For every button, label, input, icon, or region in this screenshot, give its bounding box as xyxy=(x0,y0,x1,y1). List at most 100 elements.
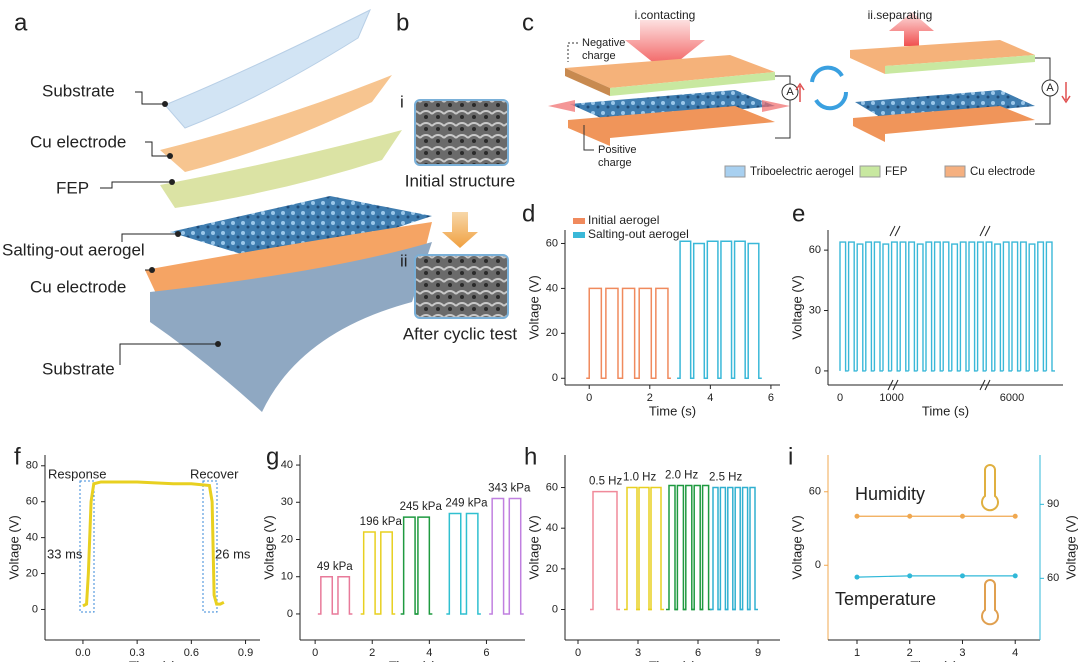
legend-label: Cu electrode xyxy=(970,166,1035,178)
legend-label: Initial aerogel xyxy=(588,213,659,227)
pulse xyxy=(732,486,744,611)
circuit xyxy=(775,75,791,139)
x-tick-label: 0 xyxy=(586,392,592,404)
plate-cu xyxy=(565,55,775,88)
x-tick-label: 3 xyxy=(635,647,641,659)
y-tick-label: 0 xyxy=(815,559,821,571)
lift-arrow xyxy=(889,12,934,46)
panel-c: c i.contacting A Negative charge Positiv… xyxy=(522,8,1071,178)
pulse xyxy=(674,484,687,611)
leader-lines xyxy=(100,91,218,365)
marker xyxy=(854,513,860,519)
legend-swatch xyxy=(944,165,966,178)
pulse xyxy=(677,240,694,380)
pulse xyxy=(925,241,935,372)
pulse xyxy=(690,242,708,380)
y2-tick-label: 90 xyxy=(1047,498,1059,510)
leader xyxy=(567,42,578,62)
leader xyxy=(583,125,594,151)
pulse xyxy=(360,531,379,615)
plate-cu xyxy=(850,40,1035,74)
layer-fep xyxy=(160,130,402,208)
x-tick-label: 0.6 xyxy=(184,647,199,659)
y-axis-label: Voltage (V) xyxy=(526,275,541,339)
layer-label: Cu electrode xyxy=(30,277,126,296)
panel-label: a xyxy=(14,9,28,36)
pulse xyxy=(506,497,524,615)
marker xyxy=(959,513,965,519)
marker xyxy=(959,573,965,579)
y2-axis-label: Voltage (V) xyxy=(1063,515,1078,579)
y-tick-label: 0 xyxy=(287,608,293,620)
y-axis-label: Voltage (V) xyxy=(526,515,541,579)
pulse xyxy=(916,243,926,372)
y2-tick-label: 60 xyxy=(1047,572,1059,584)
pulse xyxy=(731,240,749,380)
annotation: Positive xyxy=(598,144,637,156)
legend-swatch xyxy=(859,165,881,178)
y-tick-label: 60 xyxy=(546,481,558,493)
series-label: 2.0 Hz xyxy=(665,470,698,482)
pulse xyxy=(976,241,987,372)
pulse xyxy=(873,241,883,372)
y-tick-label: 20 xyxy=(26,567,38,579)
pulse xyxy=(602,287,621,380)
pulse xyxy=(624,486,640,611)
pulse xyxy=(377,531,396,615)
arrow xyxy=(442,212,478,248)
panel-label: h xyxy=(524,443,537,470)
layer-substrate xyxy=(164,8,371,129)
x-tick-label: 9 xyxy=(755,647,761,659)
line xyxy=(856,575,1016,578)
sem-image xyxy=(414,254,509,319)
pulse xyxy=(1002,241,1012,372)
annotation: 26 ms xyxy=(215,546,251,561)
pulse xyxy=(586,287,605,380)
x-tick-label: 3 xyxy=(959,647,965,659)
y-tick-label: 0 xyxy=(552,372,558,384)
x-axis-label: Time (s) xyxy=(922,403,969,418)
pulse xyxy=(933,241,944,372)
sem-image xyxy=(414,99,509,166)
x-tick-label: 0.3 xyxy=(129,647,144,659)
pulse xyxy=(317,575,336,615)
panel-label: i xyxy=(788,443,793,470)
y-tick-label: 30 xyxy=(281,496,293,508)
pulse xyxy=(1011,241,1021,372)
pulse xyxy=(847,241,858,372)
highlight-box xyxy=(79,480,218,613)
pulse xyxy=(1037,241,1047,372)
series-label: 196 kPa xyxy=(360,516,403,528)
pulse xyxy=(636,486,652,611)
ammeter xyxy=(781,83,799,101)
pulse xyxy=(856,243,866,372)
current-arrow xyxy=(1061,82,1071,104)
pulse xyxy=(994,243,1004,372)
legend-swatch xyxy=(573,218,585,224)
y-tick-label: 10 xyxy=(281,571,293,583)
pulse xyxy=(400,516,419,615)
pulse xyxy=(1019,241,1030,372)
legend: Triboelectric aerogel FEP Cu electrode xyxy=(724,165,1035,178)
y-tick-label: 40 xyxy=(546,282,558,294)
pulse xyxy=(724,486,736,611)
panel-b: b i Initial structure ii After cyclic te… xyxy=(396,9,517,343)
pulse xyxy=(745,242,762,380)
x-tick-label: 4 xyxy=(426,647,432,659)
pulse xyxy=(682,484,695,611)
step-caption: After cyclic test xyxy=(403,324,518,343)
layer-substrate xyxy=(150,242,432,412)
pulse xyxy=(414,516,433,615)
plate-aerogel xyxy=(855,90,1035,120)
plate-edge xyxy=(565,68,610,96)
marker xyxy=(907,513,913,519)
series-label: 245 kPa xyxy=(400,501,443,513)
annotation: charge xyxy=(598,157,632,169)
expand-arrows xyxy=(548,100,790,112)
layer-label: Cu electrode xyxy=(30,132,126,151)
pulse xyxy=(942,241,952,372)
marker xyxy=(907,573,913,579)
y-tick-label: 0 xyxy=(815,365,821,377)
y-tick-label: 60 xyxy=(26,496,38,508)
legend-label: Triboelectric aerogel xyxy=(750,166,854,178)
